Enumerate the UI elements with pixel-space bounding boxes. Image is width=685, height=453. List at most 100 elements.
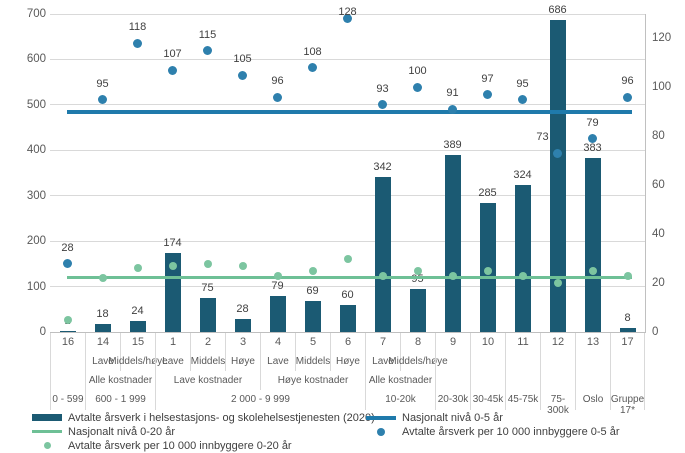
x-axis-label: 45-75k (507, 394, 539, 405)
x-axis-cell-cost-level (540, 352, 575, 371)
scatter-point-0-5-ar (623, 92, 632, 102)
x-axis-cell-population-group: Oslo (575, 390, 610, 410)
bar-avtalte-arsverk (514, 184, 531, 332)
x-axis-label: Høye (336, 356, 360, 367)
x-axis-cell-population-group: 2 000 - 9 999 (155, 390, 365, 410)
scatter-point-0-5-ar (133, 38, 142, 48)
y-axis-tick-left: 700 (26, 8, 46, 20)
bar-avtalte-arsverk (59, 331, 76, 332)
x-axis-cell-population-group: 600 - 1 999 (85, 390, 155, 410)
y-axis-tick-right: 40 (652, 228, 665, 241)
x-axis-cell-cost-level: Middels/høye (108, 352, 168, 371)
x-axis-cell-cost-group (435, 371, 470, 390)
scatter-point-0-5-ar (238, 70, 247, 80)
scatter-point-0-20-ar (63, 315, 72, 324)
x-axis-label: 14 (96, 336, 110, 348)
x-axis-cell-kostra-group: 4 (260, 333, 295, 352)
dot-value-label: 118 (128, 21, 147, 34)
x-axis-row-cost-level: Lave Middels/høye Lave Middels Høye Lave Midde… (50, 352, 645, 371)
x-axis-label: Middels (190, 356, 226, 367)
dot-value-label: 73 (536, 131, 549, 144)
x-axis-cell-cost-level: Lave (260, 352, 295, 371)
bar-avtalte-arsverk (584, 158, 601, 332)
scatter-point-0-5-ar (378, 100, 387, 109)
x-axis-label: Høye kostnader (277, 375, 349, 386)
x-axis-cell-cost-level (505, 352, 540, 371)
bar-value-label: 60 (341, 288, 354, 301)
national-level-line-0-5 (66, 109, 632, 114)
x-axis-cell-kostra-group: 3 (225, 333, 260, 352)
bar-value-label: 18 (96, 307, 109, 320)
x-axis-cell-cost-group (50, 371, 85, 390)
secondary-y-axis-line (645, 14, 646, 332)
dot-value-label: 115 (198, 28, 217, 41)
scatter-point-0-5-ar (168, 65, 177, 75)
x-axis-label: 0 - 599 (52, 394, 84, 405)
x-axis-cell-population-group: Gruppe 17* (610, 390, 645, 416)
bar-avtalte-arsverk (234, 319, 251, 332)
scatter-point-0-20-ar (203, 259, 212, 268)
y-axis-tick-left: 200 (26, 235, 46, 248)
green-dot-icon (43, 442, 51, 450)
x-axis-label: 7 (379, 336, 387, 348)
x-axis-cell-cost-group (575, 371, 610, 390)
x-axis-cell-cost-level (435, 352, 470, 371)
national-level-line-0-20 (66, 275, 632, 279)
scatter-point-0-5-ar (273, 92, 282, 102)
x-axis-cell-population-group: 75-300k (540, 390, 575, 416)
x-axis-cell-cost-group (610, 371, 645, 390)
x-axis-cell-kostra-group: 8 (400, 333, 435, 352)
x-axis-cell-population-group: 10-20k (365, 390, 435, 410)
scatter-point-0-20-ar (378, 271, 387, 280)
bar-value-label: 8 (624, 312, 631, 325)
y-axis-tick-left: 600 (26, 53, 46, 66)
scatter-point-0-5-ar (588, 134, 597, 144)
blue-dot-swatch (366, 427, 396, 436)
scatter-point-0-20-ar (518, 271, 527, 280)
x-axis-label: Lave kostnader (173, 375, 243, 386)
dot-value-label: 96 (621, 75, 634, 88)
bar-value-label: 686 (548, 4, 567, 17)
y-axis-tick-left: 0 (39, 326, 46, 338)
x-axis-labels: 16 14 15 1 2 3 4 5 6 7 8 9 10 11 12 13 17 Lave Middels/høy… (50, 333, 646, 416)
x-axis-cell-population-group: 45-75k (505, 390, 540, 410)
x-axis-label: Middels (295, 356, 331, 367)
x-axis-label: Lave (162, 356, 184, 367)
x-axis-label: Alle kostnader (88, 375, 153, 386)
scatter-point-0-20-ar (343, 254, 352, 263)
x-axis-label: 75-300k (547, 394, 569, 416)
scatter-point-0-20-ar (413, 266, 422, 275)
scatter-point-0-20-ar (168, 261, 177, 270)
gridline (50, 195, 645, 197)
plot-area: 118 24 174 75 28 79 69 60 342 95 389 285 324 686 383 8 2… (50, 4, 645, 332)
bar-avtalte-arsverk (549, 20, 566, 332)
scatter-point-0-5-ar (308, 63, 317, 73)
x-axis-cell-kostra-group: 13 (575, 333, 610, 352)
legend-label: Avtalte årsverk i helsestasjons- og skol… (68, 411, 375, 424)
bar-avtalte-arsverk (304, 300, 321, 332)
x-axis-cell-cost-group: Alle kostnader (85, 371, 155, 390)
x-axis-label: 2 000 - 9 999 (231, 394, 290, 405)
x-axis-cell-cost-level: Middels/høye (388, 352, 448, 371)
y-axis-tick-right: 120 (652, 32, 672, 45)
scatter-point-0-5-ar (413, 82, 422, 92)
bar-value-label: 24 (131, 305, 144, 318)
bar-value-label: 285 (478, 186, 497, 199)
bar-value-label: 28 (236, 303, 249, 316)
y-axis-tick-right: 80 (652, 130, 665, 143)
bar-avtalte-arsverk (199, 297, 216, 332)
scatter-point-0-20-ar (623, 271, 632, 280)
gridline (50, 240, 645, 242)
dot-value-label: 107 (163, 48, 182, 61)
x-axis-label: Gruppe 17* (610, 394, 645, 416)
x-axis-cell-kostra-group: 15 (120, 333, 155, 352)
x-axis-cell-cost-group: Lave kostnader (155, 371, 260, 390)
x-axis-cell-kostra-group: 16 (50, 333, 85, 352)
x-axis-cell-kostra-group: 6 (330, 333, 365, 352)
x-axis-label: Alle kostnader (368, 375, 433, 386)
gridline (50, 58, 645, 60)
dot-value-label: 97 (481, 72, 494, 85)
y-axis-tick-left: 100 (26, 280, 46, 293)
x-axis-label: 10 (481, 336, 495, 348)
scatter-point-0-20-ar (133, 264, 142, 273)
